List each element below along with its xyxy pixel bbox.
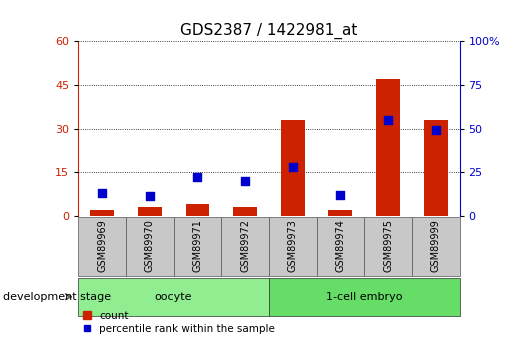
Bar [138, 207, 162, 216]
Bar [174, 217, 221, 276]
Bar [376, 79, 400, 216]
Text: GSM89969: GSM89969 [97, 219, 107, 272]
Point [193, 175, 201, 180]
Bar [90, 210, 114, 216]
Point [146, 194, 154, 199]
Text: 1-cell embryo: 1-cell embryo [326, 292, 402, 302]
Text: development stage: development stage [3, 292, 111, 302]
Point [384, 117, 392, 122]
Bar [281, 120, 305, 216]
Bar [317, 217, 364, 276]
Bar [221, 217, 269, 276]
Text: GSM89972: GSM89972 [240, 219, 250, 272]
Text: GSM89973: GSM89973 [288, 219, 298, 272]
Bar [126, 217, 174, 276]
Bar [412, 217, 460, 276]
Text: oocyte: oocyte [155, 292, 192, 302]
Bar [185, 204, 210, 216]
Bar [269, 278, 460, 316]
Point [241, 178, 249, 184]
Text: GSM89974: GSM89974 [335, 219, 345, 272]
Bar [424, 120, 447, 216]
Bar [78, 217, 126, 276]
Text: GSM89970: GSM89970 [145, 219, 155, 272]
Title: GDS2387 / 1422981_at: GDS2387 / 1422981_at [180, 22, 358, 39]
Bar [269, 217, 317, 276]
Legend: count, percentile rank within the sample: count, percentile rank within the sample [78, 307, 279, 338]
Point [432, 128, 440, 133]
Bar [364, 217, 412, 276]
Bar [328, 210, 352, 216]
Text: GSM89975: GSM89975 [383, 219, 393, 272]
Bar [233, 207, 257, 216]
Point [336, 192, 344, 197]
Point [98, 190, 106, 196]
Bar [78, 278, 269, 316]
Text: GSM89971: GSM89971 [192, 219, 203, 272]
Point [289, 164, 297, 170]
Text: GSM89999: GSM89999 [431, 219, 441, 272]
